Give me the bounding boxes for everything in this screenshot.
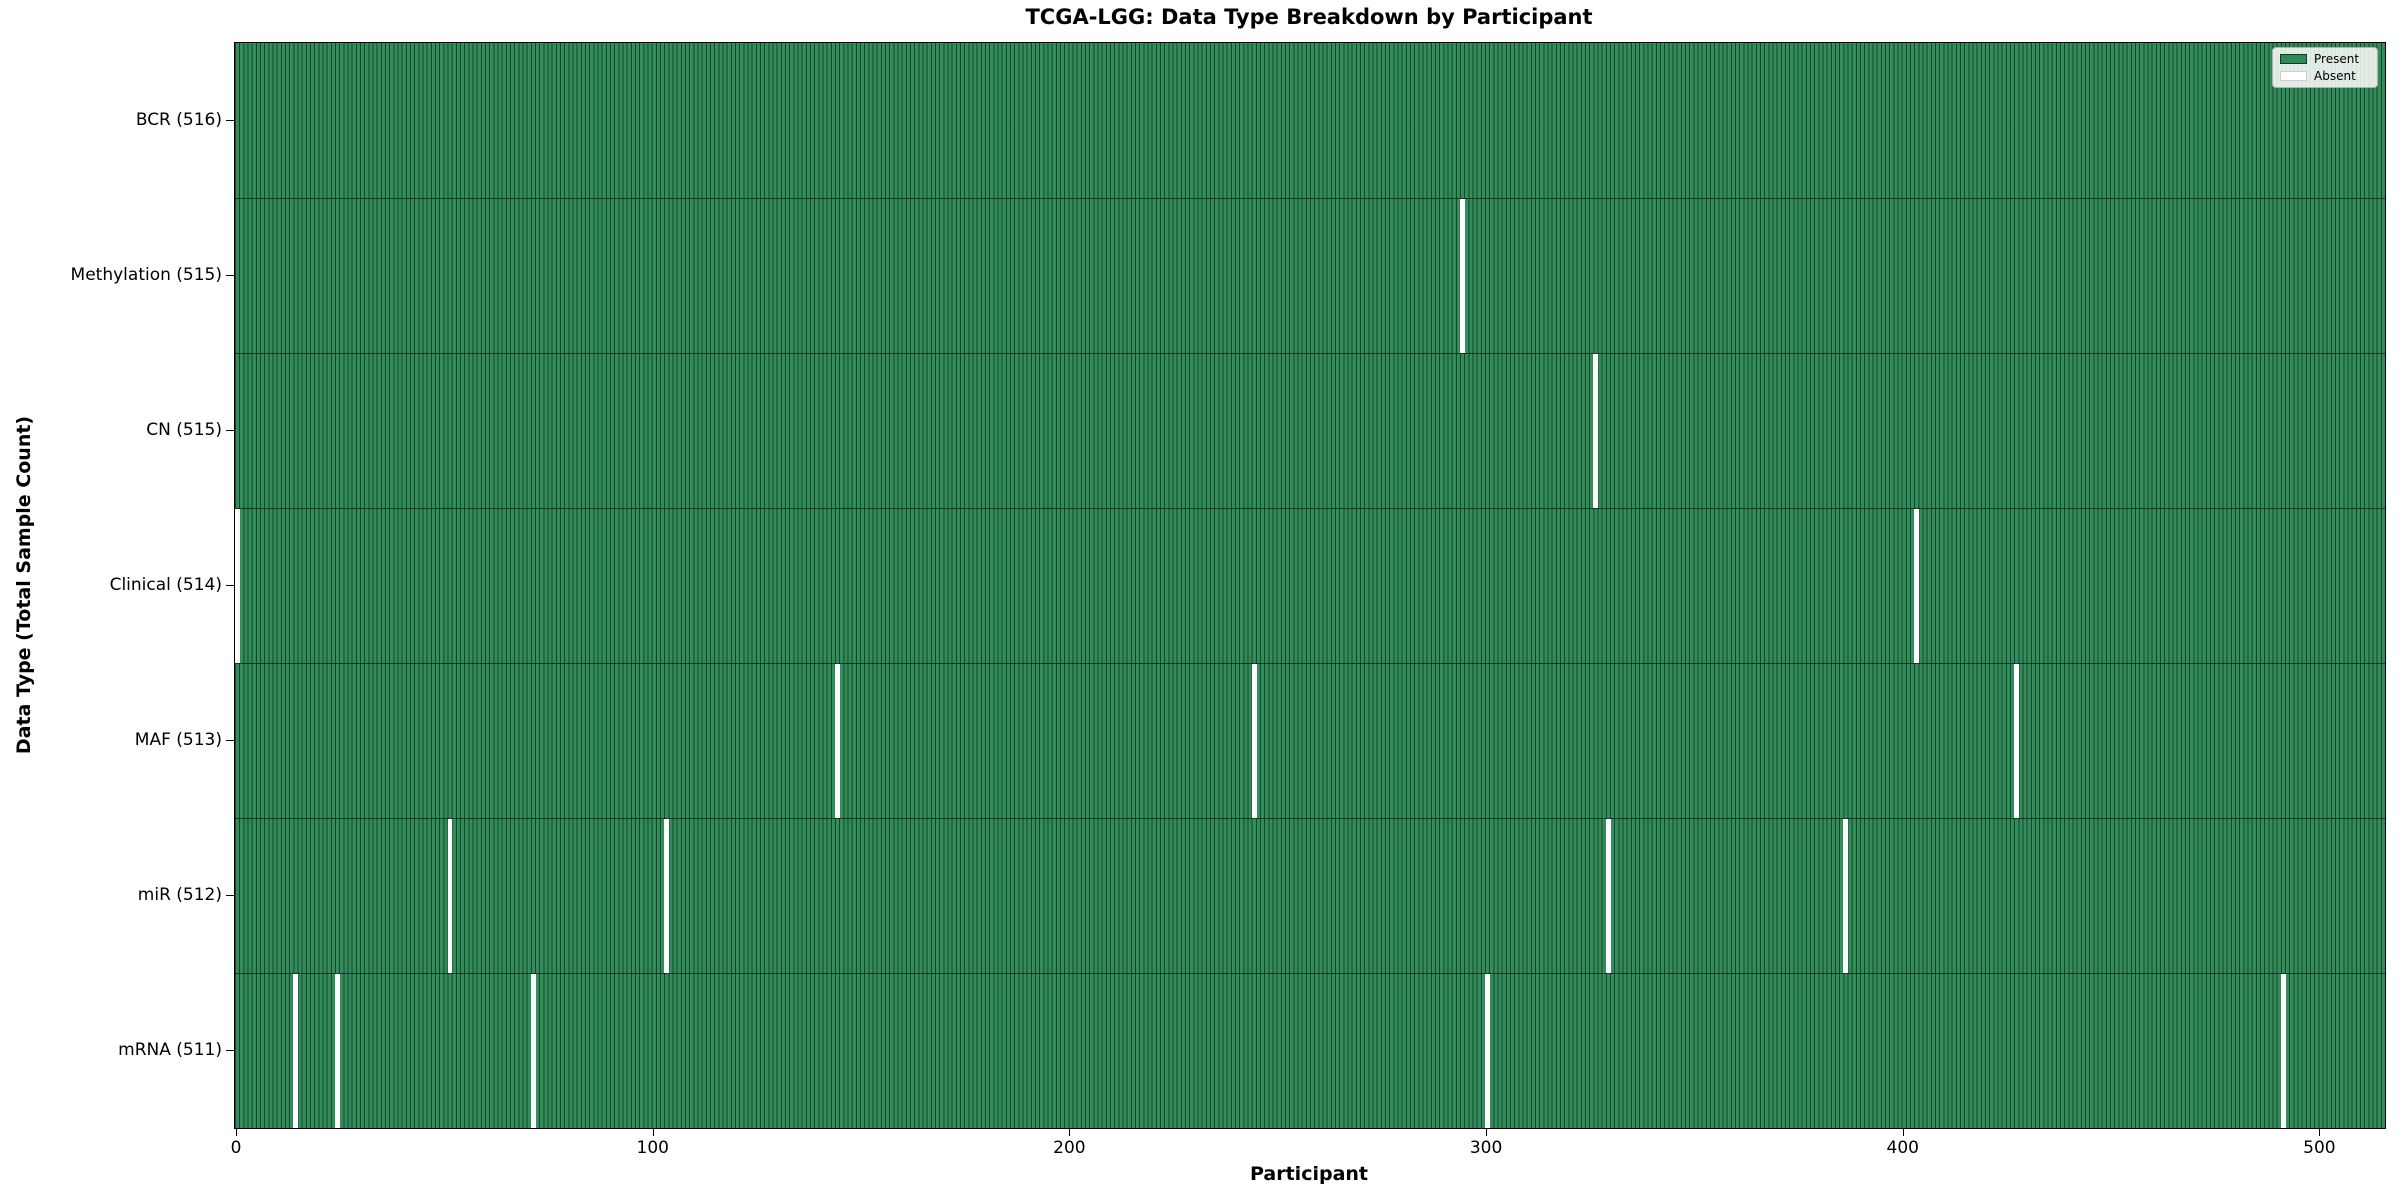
absent-gap [664,819,670,973]
chart-title: TCGA-LGG: Data Type Breakdown by Partici… [1025,5,1593,29]
y-tick-mark [226,429,234,431]
x-tick-mark [1902,1128,1904,1136]
x-tick-label: 0 [230,1138,242,1158]
x-tick-label: 300 [1469,1138,1503,1158]
x-tick-label: 400 [1886,1138,1919,1158]
y-tick-label: CN (515) [146,419,222,440]
absent-swatch-icon [2280,71,2307,81]
x-tick-label: 100 [636,1138,669,1158]
y-tick-label: Methylation (515) [70,264,222,285]
row-band [235,508,2385,663]
y-tick-mark [226,1049,234,1051]
y-tick-label: miR (512) [137,884,222,905]
row-band [235,353,2385,508]
row-band [235,43,2385,198]
absent-gap [1593,354,1599,508]
y-tick-label: Clinical (514) [109,574,222,595]
y-tick-mark [226,584,234,586]
row-band [235,663,2385,818]
x-tick-mark [652,1128,654,1136]
absent-gap [235,509,240,663]
row-band [235,973,2385,1128]
x-tick-mark [1069,1128,1071,1136]
absent-gap [1914,509,1920,663]
x-tick-mark [2319,1128,2321,1136]
absent-gap [835,664,840,818]
absent-gap [1605,819,1611,973]
y-tick-label: MAF (513) [134,729,222,750]
y-tick-mark [226,739,234,741]
x-axis-label: Participant [1249,1163,1369,1185]
row-band [235,198,2385,353]
legend-entry-present: Present [2280,53,2370,65]
legend-entry-absent: Absent [2280,70,2370,82]
absent-gap [2014,664,2020,818]
absent-gap [2280,974,2286,1128]
absent-gap [530,974,536,1128]
row-band [235,818,2385,973]
absent-gap [293,974,299,1128]
absent-gap [1843,819,1849,973]
legend: Present Absent [2272,47,2378,88]
absent-gap [1251,664,1257,818]
y-tick-mark [226,894,234,896]
legend-label-absent: Absent [2314,69,2356,83]
y-tick-mark [226,274,234,276]
absent-gap [335,974,340,1128]
y-tick-label: BCR (516) [135,109,222,130]
x-tick-label: 200 [1053,1138,1086,1158]
absent-gap [1460,199,1465,353]
absent-gap [447,819,453,973]
x-tick-label: 500 [2303,1138,2336,1158]
x-tick-mark [236,1128,238,1136]
legend-label-present: Present [2314,52,2360,66]
y-tick-mark [226,119,234,121]
absent-gap [1485,974,1490,1128]
present-swatch-icon [2280,54,2307,64]
y-tick-label: mRNA (511) [118,1039,222,1060]
plot-area [234,42,2386,1129]
y-axis-label: Data Type (Total Sample Count) [13,415,35,755]
x-tick-mark [1486,1128,1488,1136]
